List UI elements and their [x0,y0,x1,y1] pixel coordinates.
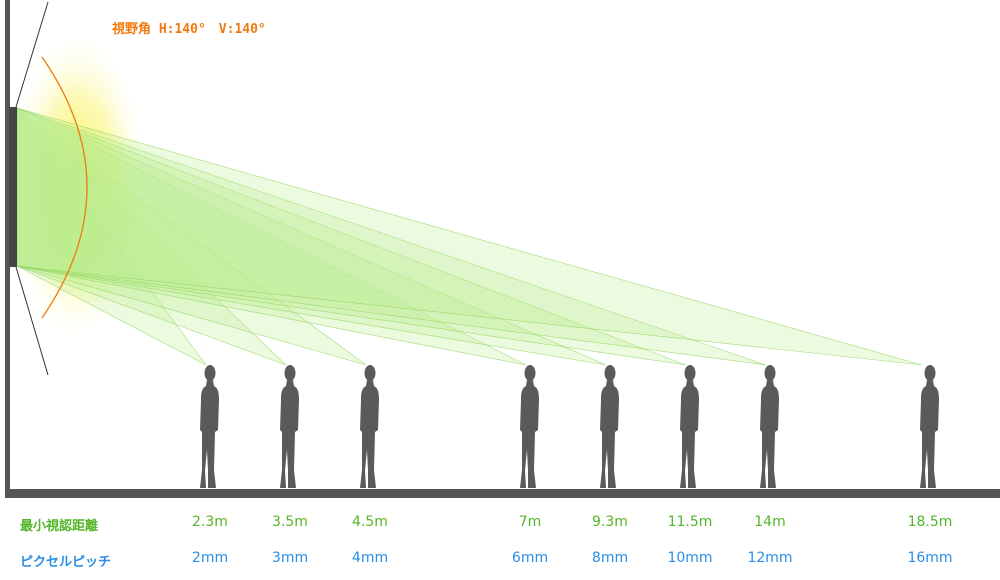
pixel-pitch-value: 2mm [191,550,229,566]
min-distance-value: 14m [754,514,786,530]
pixel-pitch-value: 10mm [667,550,713,566]
min-distance-value: 4.5m [352,514,388,530]
person-silhouette [600,365,619,488]
min-distance-value: 7m [518,514,542,530]
pixel-pitch-value: 6mm [511,550,549,566]
pixel-pitch-value: 16mm [907,550,953,566]
person-silhouette [360,365,379,488]
pixel-pitch-value: 12mm [747,550,793,566]
fov-label: 視野角 H:140° V:140° [112,22,266,37]
fov-upper-line [15,1,49,108]
pixel-pitch-row-label: ピクセルピッチ [20,555,112,570]
viewers [200,365,939,488]
pixel-pitch-value: 3mm [271,550,309,566]
person-silhouette [200,365,219,488]
fov-lower-line [15,266,49,376]
pixel-pitch-value: 4mm [351,550,389,566]
min-distance-value: 18.5m [907,514,953,530]
fov-arc [41,56,88,319]
min-distance-value: 3.5m [272,514,308,530]
wall [5,0,10,495]
min-distance-value: 2.3m [192,514,228,530]
sight-lines [16,107,923,366]
person-silhouette [680,365,699,488]
min-distance-value: 11.5m [667,514,713,530]
glow-halo [6,25,150,345]
min-distance-row-label: 最小視認距離 [20,519,99,534]
person-silhouette [520,365,539,488]
person-silhouette [920,365,939,488]
min-distance-value: 9.3m [592,514,628,530]
pixel-pitch-value: 8mm [591,550,629,566]
person-silhouette [280,365,299,488]
ground-line [5,489,1000,498]
led-screen [9,107,17,267]
person-silhouette [760,365,779,488]
